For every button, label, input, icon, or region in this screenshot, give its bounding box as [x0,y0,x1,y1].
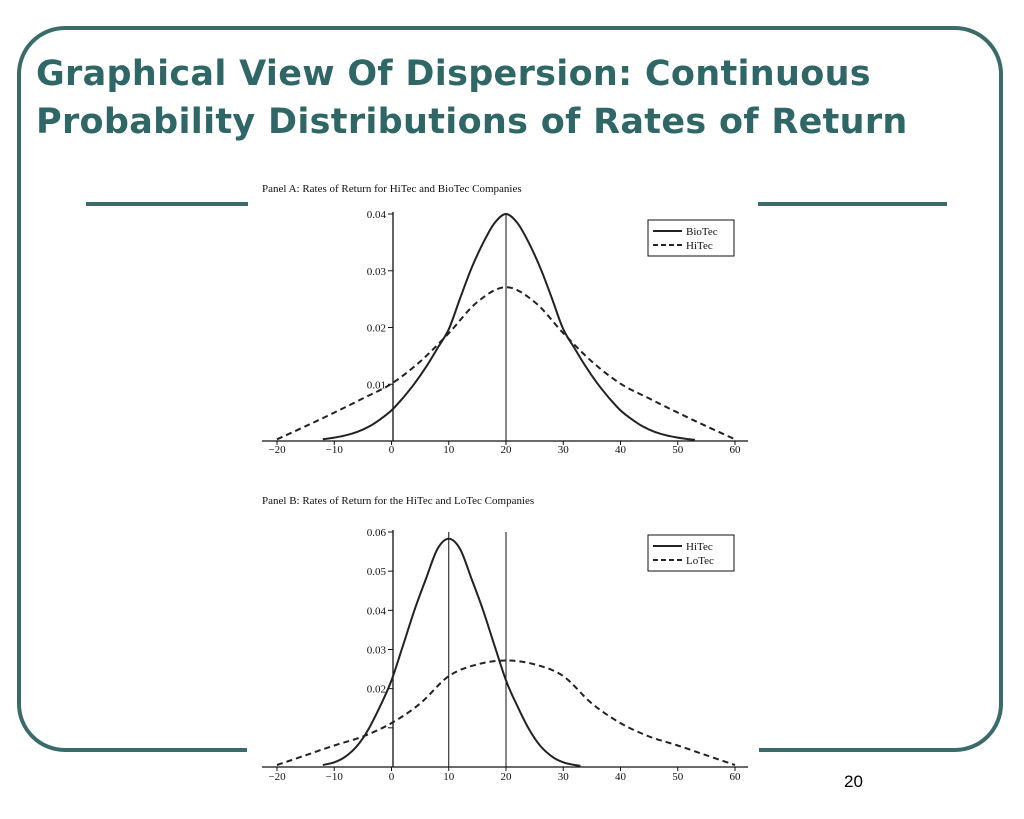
x-tick-label: 30 [558,444,570,456]
x-tick-label: 0 [389,444,395,456]
y-tick-label: 0.03 [367,266,387,278]
y-tick-label: 0.04 [367,605,387,617]
x-tick-label: 30 [558,771,570,783]
chart-title: Panel A: Rates of Return for HiTec and B… [262,183,522,195]
series-line-lotec [276,659,736,766]
x-tick-label: 40 [615,444,627,456]
legend-box [647,534,735,572]
x-tick-label: −10 [326,444,344,456]
slide-title-line-1: Graphical View Of Dispersion: Continuous [36,54,871,94]
y-tick-label: 0.02 [367,684,386,696]
x-tick-label: 0 [389,771,395,783]
y-tick-label: 0.03 [367,645,387,657]
x-tick-label: 50 [672,444,684,456]
series-line-hitec [322,537,581,767]
legend-label: LoTec [686,555,714,567]
slide-title: Graphical View Of Dispersion: Continuous… [36,50,996,146]
x-tick-label: 10 [443,771,455,783]
x-tick-label: 10 [443,444,455,456]
title-divider-left [86,202,248,206]
chart-title: Panel B: Rates of Return for the HiTec a… [262,495,534,507]
slide-title-line-2: Probability Distributions of Rates of Re… [36,102,908,142]
page-number: 20 [844,772,863,791]
y-tick-label: 0.05 [367,566,387,578]
panel-a-chart: Panel A: Rates of Return for HiTec and B… [262,183,748,456]
x-tick-label: 60 [730,771,742,783]
x-tick-label: 40 [615,771,627,783]
x-tick-label: 20 [501,771,513,783]
chart-legend: BioTec HiTec [647,219,735,257]
legend-label: HiTec [686,240,713,252]
y-tick-label: 0.06 [367,527,387,539]
y-tick-label: 0.02 [367,323,386,335]
y-tick-label: 0.04 [367,209,387,221]
title-divider-right [758,202,947,206]
legend-label: BioTec [686,226,718,238]
y-tick-label: 0.01 [367,379,386,391]
series-line-hitec [276,286,736,441]
panel-b-chart: Panel B: Rates of Return for the HiTec a… [262,495,748,783]
x-tick-label: 20 [501,444,513,456]
x-tick-label: −10 [326,771,344,783]
x-tick-label: 60 [730,444,742,456]
chart-legend: HiTec LoTec [647,534,735,572]
series-line-biotec [322,212,696,441]
x-tick-label: −20 [268,444,286,456]
x-tick-label: 50 [672,771,684,783]
x-tick-label: −20 [268,771,286,783]
legend-label: HiTec [686,541,713,553]
legend-box [647,219,735,257]
frame-gap [247,736,759,766]
